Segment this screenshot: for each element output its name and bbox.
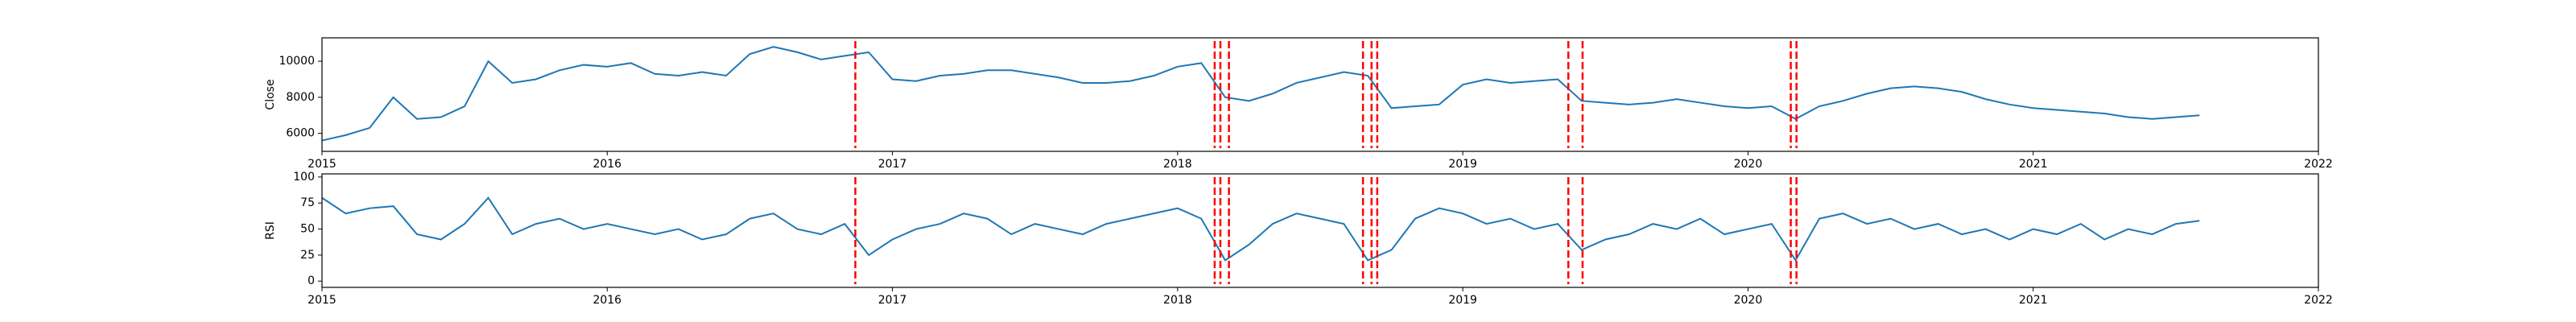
y-tick-label: 50 [300,223,315,236]
y-tick-label: 75 [300,196,315,209]
x-tick-label: 2016 [592,158,621,171]
x-tick-label: 2017 [878,294,907,307]
x-tick-label: 2017 [878,158,907,171]
y-tick-label: 25 [300,249,315,262]
price-line [321,196,2200,262]
y-tick-label: 0 [308,275,315,287]
panel: 6000 8000 10000 2015 2016 2017 2018 2019 2020 202… [264,37,2333,171]
price-line [321,46,2200,142]
x-tick-label: 2019 [1448,294,1477,307]
x-tick-label: 2020 [1734,158,1763,171]
panel: 0 25 50 75 100 2015 2016 2017 2018 2019 2020 2021 20… [264,171,2333,307]
x-tick-label: 2021 [2019,294,2048,307]
axes-frame [321,37,2319,152]
x-tick-label: 2022 [2304,294,2333,307]
axes-frame [321,173,2319,288]
x-tick-label: 2018 [1163,158,1192,171]
x-tick-label: 2021 [2019,158,2048,171]
x-tick-label: 2019 [1448,158,1477,171]
x-tick-label: 2016 [592,294,621,307]
y-tick-label: 6000 [286,127,315,140]
y-tick-label: 8000 [286,91,315,104]
x-tick-label: 2020 [1734,294,1763,307]
y-tick-label: 100 [293,171,315,184]
x-tick-label: 2022 [2304,158,2333,171]
y-axis-label: RSI [264,221,277,240]
y-axis-label: Close [264,79,277,109]
x-tick-label: 2018 [1163,294,1192,307]
x-tick-label: 2015 [308,294,336,307]
x-tick-label: 2015 [308,158,336,171]
y-tick-label: 10000 [279,55,315,68]
